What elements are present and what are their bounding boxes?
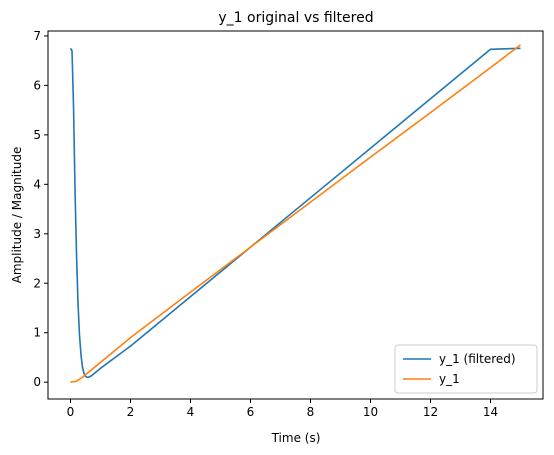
y-tick-label: 5	[33, 128, 41, 142]
legend-label: y_1	[439, 372, 460, 386]
y-tick-label: 4	[33, 177, 41, 191]
y-tick-label: 2	[33, 276, 41, 290]
legend: y_1 (filtered) y_1	[394, 344, 538, 394]
y-axis-ticks: 0 1 2 3 4 5 6 7	[33, 29, 48, 389]
y-tick-label: 6	[33, 78, 41, 92]
legend-label: y_1 (filtered)	[439, 352, 516, 366]
x-tick-label: 12	[423, 405, 438, 419]
plot-frame	[47, 30, 544, 400]
y-tick-label: 3	[33, 227, 41, 241]
x-axis-label: Time (s)	[271, 431, 321, 445]
x-tick-label: 10	[363, 405, 378, 419]
y-tick-label: 1	[33, 326, 41, 340]
y-tick-label: 0	[33, 375, 41, 389]
series-line-2	[70, 44, 521, 383]
series-line-1	[69, 47, 521, 379]
x-tick-label: 2	[127, 405, 135, 419]
x-tick-label: 8	[307, 405, 315, 419]
x-tick-label: 6	[247, 405, 255, 419]
chart-title: y_1 original vs filtered	[218, 10, 373, 26]
x-tick-label: 0	[67, 405, 75, 419]
legend-box	[394, 344, 538, 394]
y-axis-label: Amplitude / Magnitude	[10, 147, 24, 284]
plot-area	[69, 44, 521, 383]
x-tick-label: 4	[187, 405, 195, 419]
x-axis-ticks: 0 2 4 6 8 10 12 14	[67, 399, 498, 419]
y-tick-label: 7	[33, 29, 41, 43]
x-tick-label: 14	[483, 405, 498, 419]
